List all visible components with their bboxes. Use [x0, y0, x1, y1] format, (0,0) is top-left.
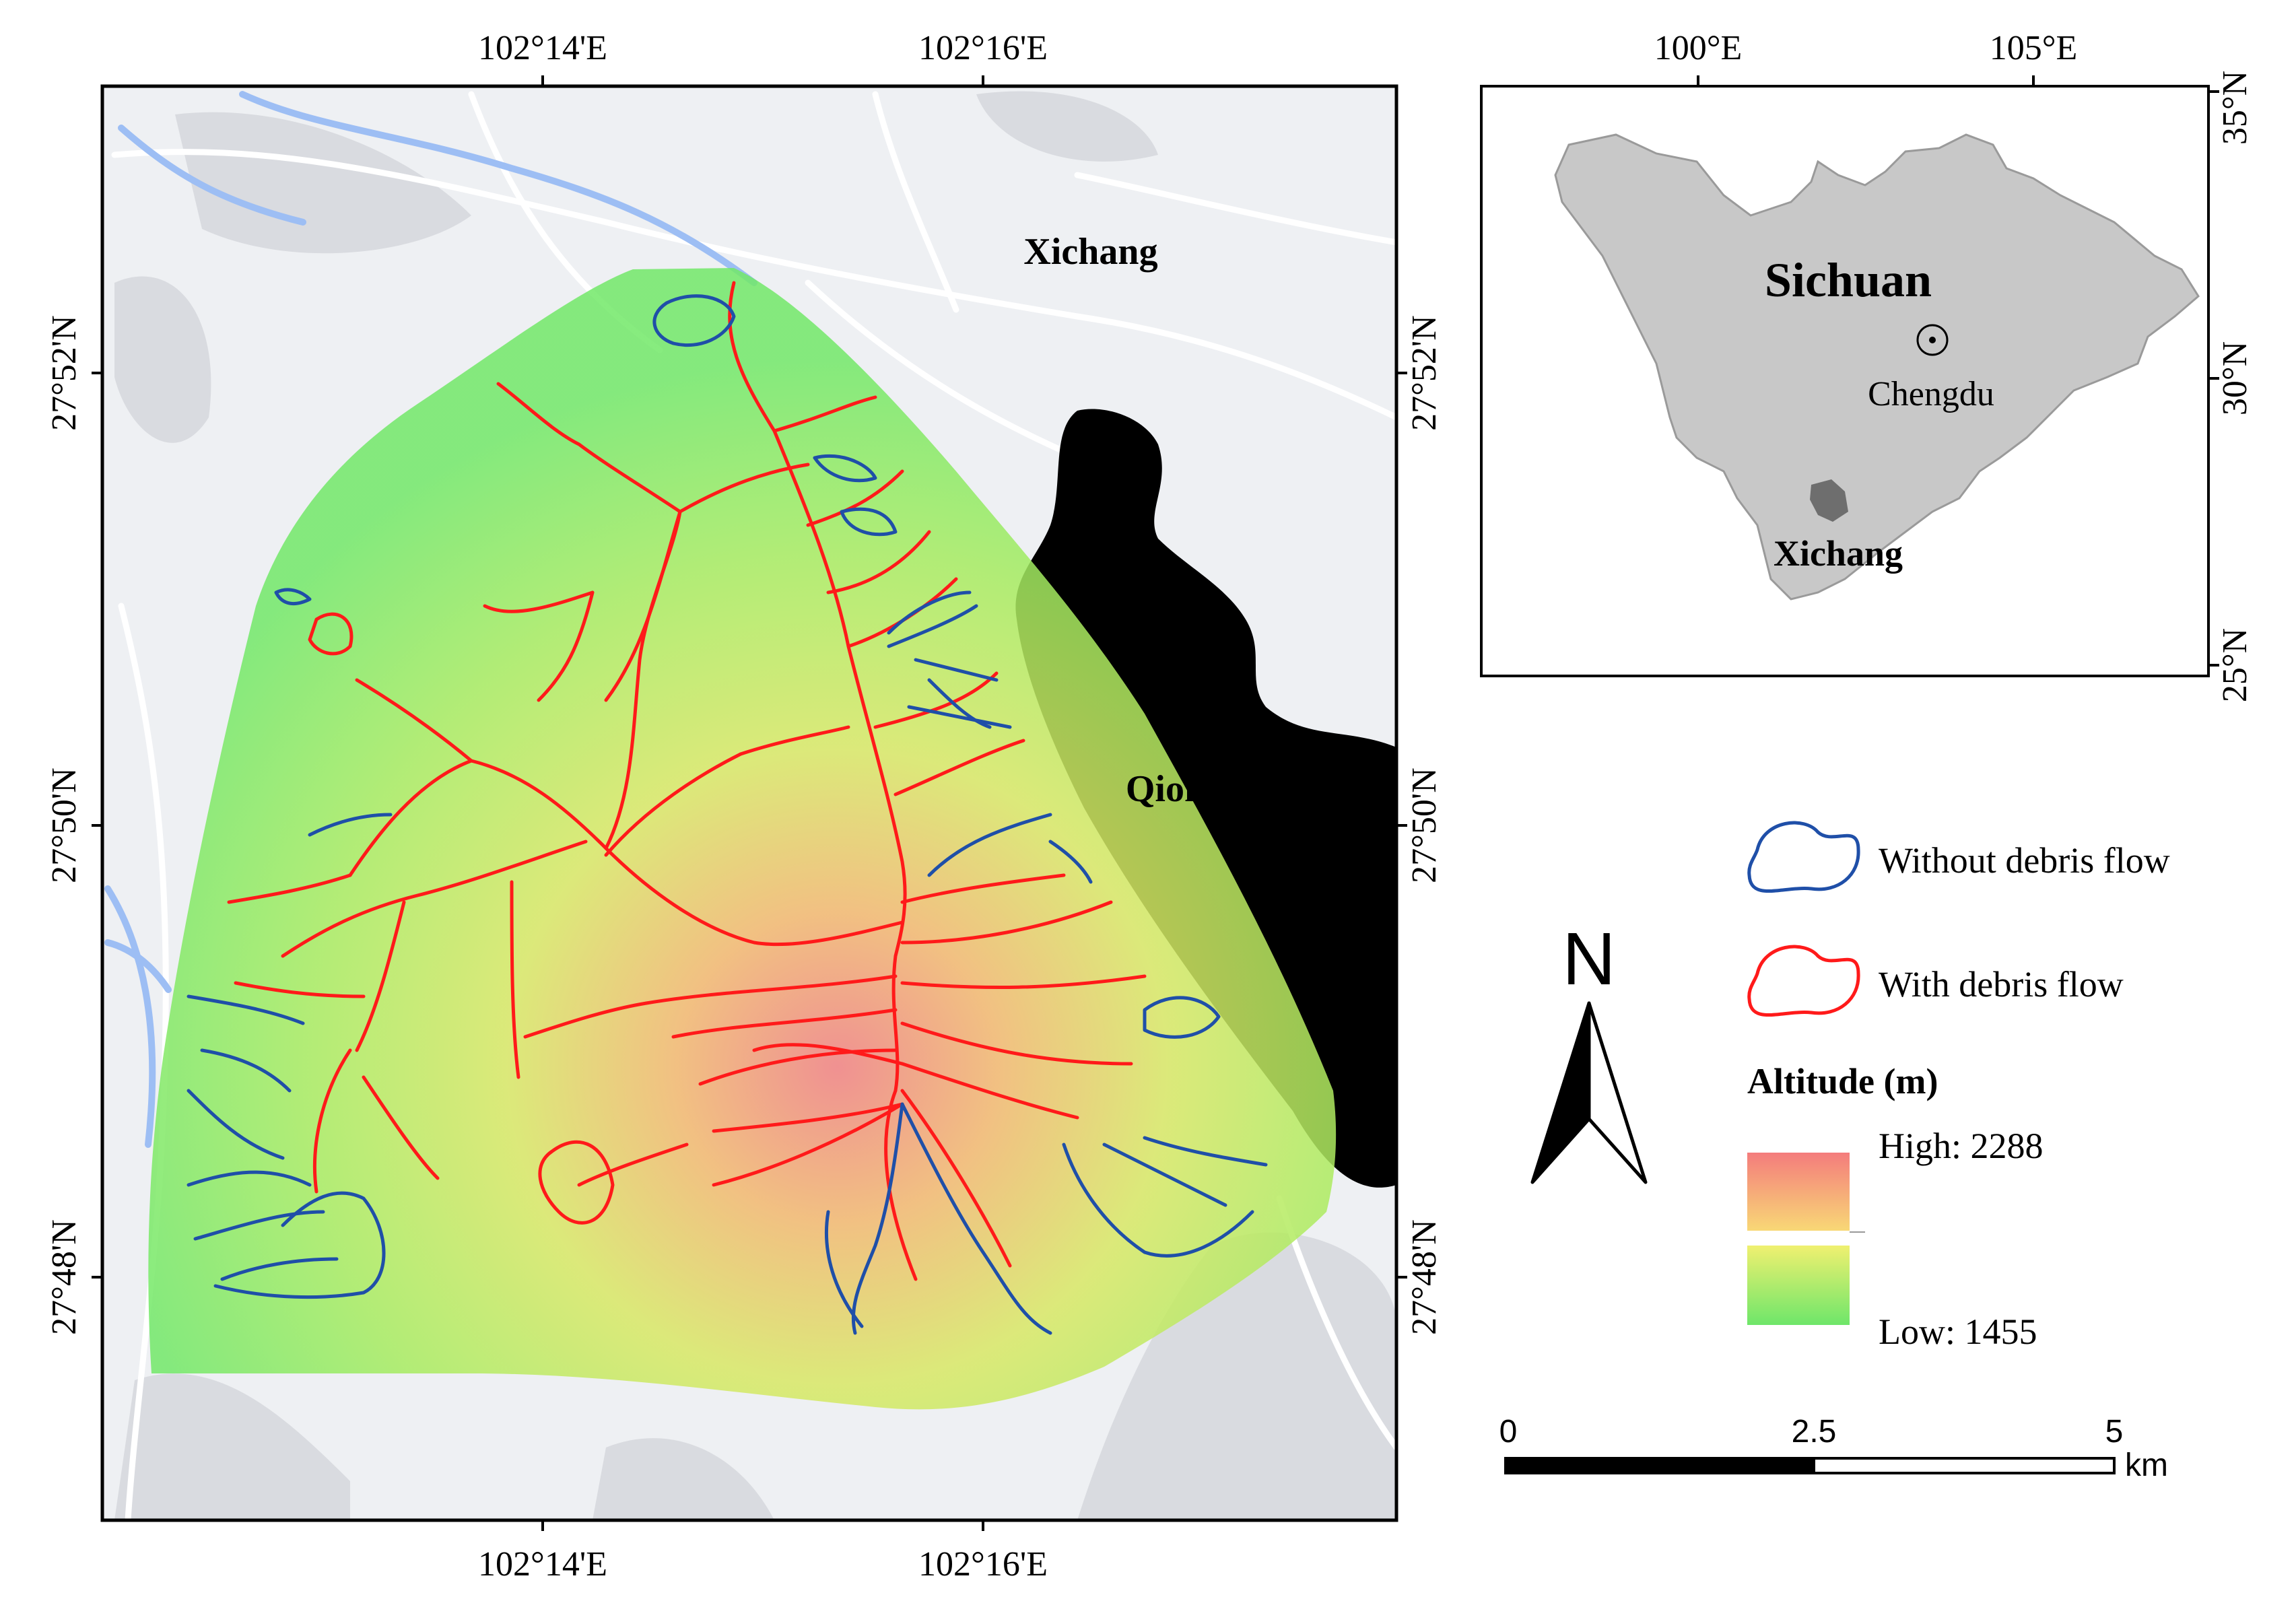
chengdu-marker-ring [1916, 324, 1949, 356]
non-debris-catchments [187, 294, 1268, 1335]
scale-tick-2-5: 2.5 [1792, 1414, 1837, 1450]
legend-with-debris-swatch [1747, 945, 1860, 1017]
legend-altitude-high-swatch [1747, 1153, 1850, 1231]
left-tick-2: 27°50'N [45, 768, 83, 883]
top-tick-2: 102°16'E [918, 29, 1048, 67]
lake-label: Qionghai Lake [1126, 768, 1365, 810]
bottom-tick-2: 102°16'E [918, 1545, 1048, 1583]
inset-map: 100°E 105°E 35°N 30°N 25°N Sichuan Cheng… [1480, 29, 2254, 702]
right-tick-2: 27°50'N [1405, 768, 1444, 883]
province-label: Sichuan [1765, 253, 1932, 307]
scale-unit: km [2125, 1447, 2168, 1483]
sichuan-province-shape [1554, 133, 2200, 601]
river-network [104, 91, 757, 1148]
legend-with-debris-label: With debris flow [1879, 964, 2124, 1004]
chengdu-marker-dot [1929, 337, 1936, 343]
north-letter: N [1562, 918, 1615, 1000]
main-map: 102°14'E 102°16'E 102°14'E 102°16'E 27°5… [45, 29, 1444, 1583]
inset-tickmarks [1697, 75, 2219, 667]
legend-altitude-title: Altitude (m) [1747, 1061, 1938, 1101]
inset-study-area-label: Xichang [1774, 533, 1903, 574]
scale-bar-black-segment [1504, 1457, 1815, 1474]
scale-bar-white-segment [1813, 1457, 2116, 1474]
inset-right-tick-2: 30°N [2216, 341, 2254, 415]
main-map-tickmarks [92, 75, 1407, 1531]
legend-without-debris-label: Without debris flow [1879, 840, 2170, 881]
legend-without-debris-swatch [1747, 821, 1860, 893]
right-tick-1: 27°52'N [1405, 315, 1444, 431]
scale-tick-0: 0 [1499, 1414, 1518, 1450]
legend-high-label: High: 2288 [1879, 1126, 2044, 1166]
top-tick-1: 102°14'E [478, 29, 607, 67]
altitude-surface [148, 268, 1337, 1410]
scale-tick-5: 5 [2105, 1414, 2124, 1450]
left-tick-3: 27°48'N [45, 1219, 83, 1335]
debris-flow-catchments [227, 281, 1147, 1281]
inset-top-tick-2: 105°E [1990, 29, 2078, 67]
scale-bar: 0 2.5 5 km [1499, 1414, 2168, 1483]
inset-top-tick-1: 100°E [1654, 29, 1743, 67]
main-map-frame [100, 84, 1398, 1522]
capital-label: Chengdu [1868, 375, 1994, 413]
left-tick-1: 27°52'N [45, 315, 83, 431]
inset-right-tick-1: 35°N [2216, 71, 2254, 145]
bottom-tick-1: 102°14'E [478, 1545, 607, 1583]
right-tick-3: 27°48'N [1405, 1219, 1444, 1335]
xichang-study-area-shape [1810, 479, 1848, 522]
inset-right-tick-3: 25°N [2216, 628, 2254, 702]
legend-altitude-low-swatch [1747, 1246, 1850, 1325]
qionghai-lake [1015, 409, 1396, 1188]
legend: Without debris flow With debris flow Alt… [1747, 821, 2170, 1352]
legend-low-label: Low: 1455 [1879, 1312, 2037, 1352]
north-arrow-icon: N [1530, 918, 1648, 1184]
city-label: Xichang [1023, 231, 1157, 273]
